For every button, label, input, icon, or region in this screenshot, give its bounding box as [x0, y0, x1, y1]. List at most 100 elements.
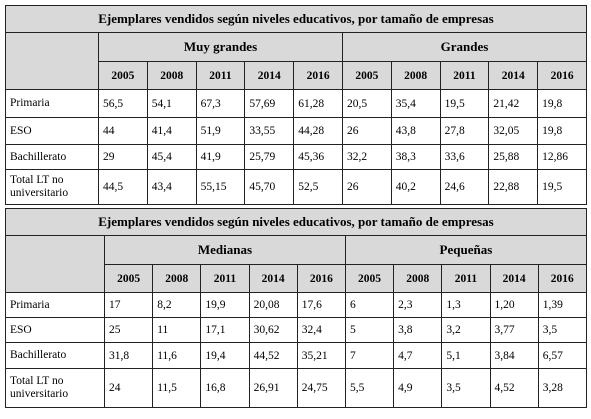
group-row: Muy grandes Grandes [5, 32, 587, 90]
cell-value: 44,5 [98, 169, 148, 205]
cell-value: 55,15 [195, 169, 246, 205]
cell-value: 19,8 [537, 117, 587, 145]
cell-value: 30,62 [248, 317, 298, 343]
cell-value: 4,52 [489, 368, 539, 408]
cell-value: 26 [341, 169, 392, 205]
cell-value: 67,3 [195, 89, 246, 118]
cell-value: 17,1 [200, 317, 250, 343]
cell-value: 20,08 [248, 292, 298, 318]
cell-value: 44,52 [248, 342, 298, 369]
cell-value: 25,88 [488, 144, 539, 170]
row-label: Total LT no universitario [5, 169, 99, 205]
year-header: 2011 [200, 264, 250, 293]
cell-value: 1,20 [489, 292, 539, 318]
cell-value: 4,9 [393, 368, 443, 408]
group-row: Medianas Pequeñas [5, 235, 587, 293]
cell-value: 54,1 [146, 89, 197, 118]
cell-value: 16,8 [200, 368, 250, 408]
data-table: Ejemplares vendidos según niveles educat… [5, 5, 587, 205]
group-header: Grandes [341, 32, 587, 62]
cell-value: 25 [103, 317, 154, 343]
year-header: 2016 [537, 61, 587, 90]
cell-value: 33,55 [244, 117, 295, 145]
corner-cell [5, 32, 99, 90]
cell-value: 3,28 [537, 368, 587, 408]
cell-value: 41,9 [195, 144, 246, 170]
year-header: 2008 [393, 264, 443, 293]
cell-value: 6 [344, 292, 395, 318]
year-header: 2011 [195, 61, 246, 90]
cell-value: 3,77 [489, 317, 539, 343]
data-table: Ejemplares vendidos según niveles educat… [5, 208, 587, 408]
cell-value: 19,8 [537, 89, 587, 118]
cell-value: 3,2 [441, 317, 491, 343]
cell-value: 4,7 [393, 342, 443, 369]
cell-value: 5,1 [441, 342, 491, 369]
cell-value: 57,69 [244, 89, 295, 118]
cell-value: 3,5 [441, 368, 491, 408]
year-header: 2016 [293, 61, 343, 90]
cell-value: 19,4 [200, 342, 250, 369]
title-row: Ejemplares vendidos según niveles educat… [5, 5, 587, 33]
data-row: Primaria 17 8,2 19,9 20,08 17,6 6 2,3 1,3 1,20 1,3… [5, 292, 587, 318]
cell-value: 22,88 [488, 169, 539, 205]
cell-value: 45,4 [146, 144, 197, 170]
data-row: Primaria 56,5 54,1 67,3 57,69 61,28 20,5 35,4 19… [5, 89, 587, 118]
cell-value: 38,3 [390, 144, 441, 170]
cell-value: 6,57 [537, 342, 587, 369]
row-label: Primaria [5, 89, 99, 118]
data-row: Bachillerato 29 45,4 41,9 25,79 45,36 32,2 38,3… [5, 144, 587, 170]
cell-value: 33,6 [439, 144, 490, 170]
data-row: Total LT no universitario 24 11,5 16,8 26,91… [5, 368, 587, 408]
cell-value: 24,6 [439, 169, 490, 205]
cell-value: 5,5 [344, 368, 395, 408]
cell-value: 32,2 [341, 144, 392, 170]
cell-value: 35,21 [296, 342, 346, 369]
data-row: Bachillerato 31,8 11,6 19,4 44,52 35,21 7 4,7 5,… [5, 342, 587, 369]
cell-value: 43,4 [146, 169, 197, 205]
cell-value: 44 [98, 117, 148, 145]
cell-value: 24,75 [296, 368, 346, 408]
tables: Ejemplares vendidos según niveles educat… [5, 5, 587, 411]
row-label: Total LT no universitario [5, 368, 105, 408]
cell-value: 35,4 [390, 89, 441, 118]
cell-value: 24 [103, 368, 154, 408]
cell-value: 5 [344, 317, 395, 343]
cell-value: 32,05 [488, 117, 539, 145]
cell-value: 26 [341, 117, 392, 145]
cell-value: 11,6 [152, 342, 202, 369]
title-row: Ejemplares vendidos según niveles educat… [5, 208, 587, 236]
cell-value: 17,6 [296, 292, 346, 318]
year-header: 2005 [103, 264, 154, 293]
cell-value: 11 [152, 317, 202, 343]
group-header: Medianas [104, 235, 346, 265]
year-header: 2008 [152, 264, 202, 293]
cell-value: 20,5 [341, 89, 392, 118]
year-header: 2005 [98, 61, 148, 90]
row-label: ESO [5, 317, 105, 343]
cell-value: 26,91 [248, 368, 298, 408]
year-header: 2016 [296, 264, 346, 293]
table-title: Ejemplares vendidos según niveles educat… [5, 208, 587, 236]
cell-value: 8,2 [152, 292, 202, 318]
row-label: Bachillerato [5, 342, 105, 369]
cell-value: 56,5 [98, 89, 148, 118]
cell-value: 1,39 [537, 292, 587, 318]
cell-value: 40,2 [390, 169, 441, 205]
cell-value: 61,28 [293, 89, 343, 118]
cell-value: 44,28 [293, 117, 343, 145]
data-row: ESO 44 41,4 51,9 33,55 44,28 26 43,8 27,8 32,05 19… [5, 117, 587, 145]
row-label: ESO [5, 117, 99, 145]
cell-value: 17 [103, 292, 154, 318]
cell-value: 29 [98, 144, 148, 170]
cell-value: 1,3 [441, 292, 491, 318]
year-row: 2005 2008 2011 2014 2016 2005 2008 2011 2014 2016 [6, 61, 587, 90]
cell-value: 52,5 [293, 169, 343, 205]
cell-value: 43,8 [390, 117, 441, 145]
cell-value: 45,70 [244, 169, 295, 205]
year-header: 2005 [341, 61, 392, 90]
cell-value: 25,79 [244, 144, 295, 170]
cell-value: 41,4 [146, 117, 197, 145]
cell-value: 45,36 [293, 144, 343, 170]
